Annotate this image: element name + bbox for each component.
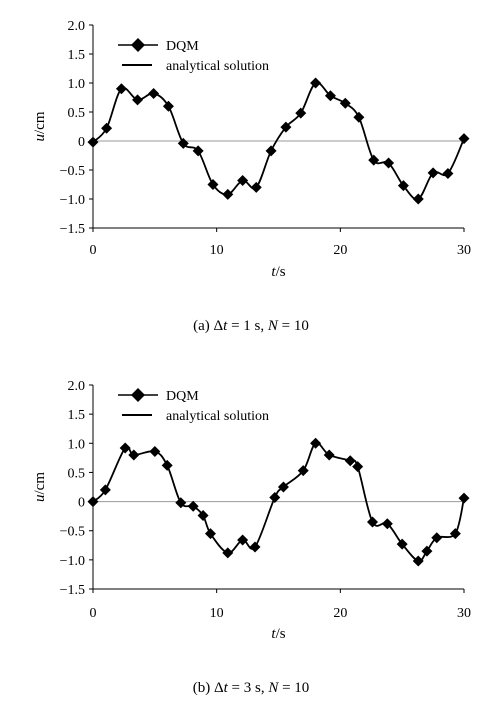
- chart-a-y-tick-label: 1.0: [68, 77, 86, 92]
- chart-b-series-analytical-line: [92, 442, 465, 562]
- chart-b-y-tick-label: 2.0: [68, 379, 86, 394]
- chart-b-dqm-marker: [237, 534, 249, 546]
- chart-b-dqm-marker: [99, 484, 111, 496]
- chart-a-y-tick-label: 0: [78, 135, 85, 150]
- chart-a-caption: (a) Δt = 1 s, N = 10: [193, 318, 309, 334]
- chart-b-dqm-marker: [366, 516, 378, 528]
- chart-b-x-axis-title: t/s: [271, 626, 285, 642]
- chart-a-dqm-marker: [339, 97, 351, 109]
- chart-a-dqm-marker: [192, 145, 204, 157]
- chart-b-dqm-marker: [249, 541, 261, 553]
- chart-a-dqm-marker: [280, 121, 292, 133]
- chart-b-dqm-marker: [297, 465, 309, 477]
- chart-b-dqm-marker: [277, 481, 289, 493]
- chart-a-dqm-marker: [162, 100, 174, 112]
- chart-b-dqm-marker: [197, 510, 209, 522]
- chart-b-x-tick-label: 20: [333, 606, 347, 621]
- chart-a-x-tick-label: 30: [457, 243, 471, 258]
- chart-b: 2.0 1.5 1.0 0.5 0 −0.5 −1.0 −1.5 0 10 20 30 t/s u/cm D…: [32, 379, 471, 696]
- chart-b-y-tick-label: −0.5: [60, 525, 85, 540]
- chart-a-legend-label: DQM: [166, 39, 199, 54]
- chart-a-dqm-marker: [310, 77, 322, 89]
- chart-a-dqm-marker: [397, 180, 409, 192]
- chart-b-dqm-marker: [187, 500, 199, 512]
- chart-a-dqm-marker: [353, 111, 365, 123]
- chart-a-y-axis-title: u/cm: [32, 111, 48, 141]
- chart-b-caption: (b) Δt = 3 s, N = 10: [193, 680, 310, 696]
- chart-b-dqm-marker: [449, 528, 461, 540]
- chart-a-dqm-marker: [207, 179, 219, 190]
- chart-a-dqm-marker: [324, 90, 336, 102]
- chart-b-dqm-marker: [352, 461, 364, 473]
- chart-a-x-tick-label: 0: [90, 243, 97, 258]
- chart-b-dqm-marker: [222, 547, 234, 559]
- chart-b-legend-label: analytical solution: [166, 409, 269, 424]
- chart-b-y-tick-label: 1.5: [68, 408, 86, 423]
- chart-a-dqm-marker: [115, 83, 127, 95]
- chart-a-dqm-marker: [87, 136, 99, 148]
- chart-b-x-tick-label: 10: [210, 606, 224, 621]
- chart-a-dqm-marker: [237, 174, 249, 186]
- chart-a-dqm-marker: [132, 94, 144, 106]
- chart-b-y-tick-label: 0: [78, 496, 85, 511]
- chart-b-dqm-marker: [175, 497, 187, 509]
- chart-b-dqm-marker: [381, 518, 393, 530]
- chart-b-dqm-marker: [161, 459, 173, 471]
- chart-a-dqm-marker: [427, 167, 439, 179]
- chart-b-legend-dqm-marker: [131, 388, 145, 402]
- chart-b-y-tick-label: 1.0: [68, 437, 86, 452]
- chart-b-dqm-marker: [323, 449, 335, 461]
- chart-a-dqm-marker: [250, 181, 262, 193]
- chart-b-legend-label: DQM: [166, 389, 199, 404]
- chart-a-legend-dqm-marker: [131, 38, 145, 52]
- chart-a-y-tick-label: 2.0: [68, 19, 86, 34]
- chart-b-dqm-marker: [310, 437, 322, 449]
- chart-a-dqm-marker: [383, 157, 395, 169]
- chart-a-dqm-marker: [442, 167, 454, 179]
- chart-b-dqm-marker: [149, 445, 161, 457]
- chart-a-dqm-marker: [458, 133, 470, 145]
- chart-a-dqm-marker: [265, 145, 277, 157]
- chart-a-dqm-marker: [368, 154, 380, 166]
- chart-b-y-tick-label: −1.5: [60, 583, 85, 598]
- chart-a-y-tick-label: 0.5: [68, 106, 86, 121]
- chart-b-x-tick-label: 0: [90, 606, 97, 621]
- chart-b-y-axis-title: u/cm: [32, 472, 48, 502]
- chart-a-y-tick-label: −1.0: [60, 193, 85, 208]
- chart-b-dqm-marker: [421, 545, 433, 557]
- chart-a-legend-label: analytical solution: [166, 59, 269, 74]
- chart-a-y-tick-label: −0.5: [60, 164, 85, 179]
- chart-a-dqm-marker: [412, 193, 424, 205]
- chart-a-x-axis-title: t/s: [271, 264, 285, 280]
- chart-b-x-tick-label: 30: [457, 606, 471, 621]
- chart-a-dqm-marker: [101, 122, 113, 134]
- chart-a-dqm-marker: [148, 87, 160, 99]
- chart-a-x-tick-label: 10: [210, 243, 224, 258]
- chart-b-dqm-marker: [87, 496, 99, 508]
- chart-a-y-tick-label: 1.5: [68, 48, 86, 63]
- chart-b-dqm-marker: [269, 491, 281, 503]
- chart-b-y-tick-label: −1.0: [60, 554, 85, 569]
- chart-b-dqm-marker: [458, 492, 470, 504]
- chart-a-x-tick-label: 20: [333, 243, 347, 258]
- chart-a-dqm-marker: [295, 107, 307, 119]
- chart-b-dqm-marker: [344, 455, 356, 467]
- chart-b-dqm-marker: [431, 532, 443, 544]
- chart-b-y-tick-label: 0.5: [68, 466, 86, 481]
- chart-b-dqm-marker: [119, 442, 131, 454]
- chart-b-dqm-marker: [128, 449, 140, 461]
- chart-a: 2.0 1.5 1.0 0.5 0 −0.5 −1.0 −1.5 0 10 20 30 t/s u/cm D…: [32, 19, 471, 334]
- chart-b-dqm-marker: [396, 538, 408, 550]
- chart-b-dqm-marker: [204, 528, 216, 540]
- chart-b-dqm-marker: [412, 555, 424, 567]
- chart-a-dqm-marker: [222, 188, 234, 200]
- chart-a-y-tick-label: −1.5: [60, 222, 85, 237]
- chart-a-dqm-marker: [177, 137, 189, 149]
